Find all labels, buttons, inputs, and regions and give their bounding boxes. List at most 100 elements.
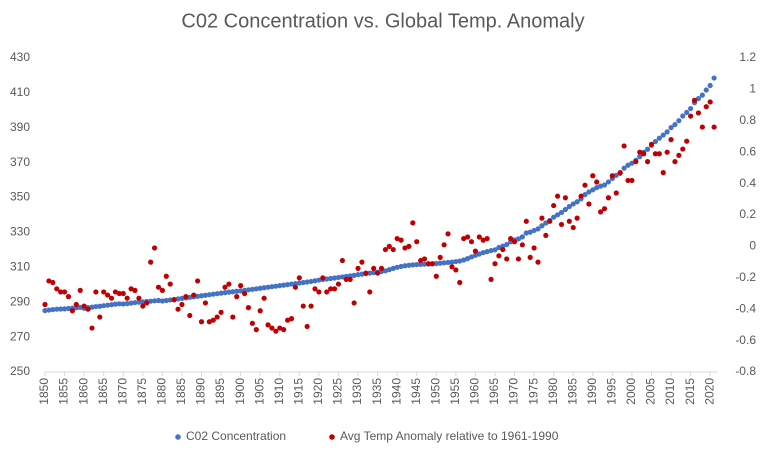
point bbox=[554, 212, 561, 218]
point bbox=[515, 236, 522, 242]
point bbox=[684, 138, 690, 144]
point bbox=[257, 308, 263, 314]
point bbox=[175, 306, 181, 312]
point bbox=[198, 293, 205, 299]
point bbox=[249, 286, 255, 292]
point bbox=[421, 256, 428, 262]
point bbox=[688, 105, 694, 112]
point bbox=[703, 87, 709, 93]
point bbox=[124, 295, 130, 301]
point bbox=[425, 261, 432, 267]
point bbox=[598, 183, 604, 189]
point bbox=[621, 165, 627, 171]
y2-tick-label: 0.2 bbox=[739, 207, 756, 221]
point bbox=[445, 259, 451, 266]
point bbox=[402, 263, 408, 269]
x-tick-label: 1990 bbox=[585, 378, 599, 405]
point bbox=[511, 239, 518, 245]
y2-tick-label: -0.6 bbox=[735, 333, 756, 347]
point bbox=[570, 201, 576, 207]
point bbox=[515, 256, 522, 262]
point bbox=[488, 247, 494, 254]
point bbox=[61, 306, 68, 312]
point bbox=[324, 276, 330, 282]
x-tick-label: 1935 bbox=[370, 378, 384, 405]
point bbox=[363, 270, 369, 276]
y2-tick-label: -0.8 bbox=[735, 364, 756, 378]
point bbox=[179, 301, 185, 308]
point bbox=[464, 256, 471, 262]
point bbox=[656, 135, 662, 141]
point bbox=[648, 141, 655, 147]
y2-tick-label: 1.2 bbox=[739, 50, 756, 64]
point bbox=[69, 308, 75, 314]
point bbox=[128, 300, 134, 306]
x-tick-label: 1965 bbox=[487, 378, 501, 405]
point bbox=[539, 215, 545, 221]
y-tick-label: 350 bbox=[10, 190, 30, 204]
point bbox=[167, 297, 173, 303]
point bbox=[390, 246, 396, 253]
point bbox=[140, 299, 146, 305]
point bbox=[418, 257, 424, 264]
point bbox=[382, 246, 389, 253]
point bbox=[304, 323, 310, 330]
point bbox=[148, 298, 154, 304]
point bbox=[105, 292, 111, 298]
point bbox=[625, 177, 631, 184]
point bbox=[414, 261, 420, 268]
point bbox=[711, 75, 717, 81]
point bbox=[85, 306, 91, 312]
point bbox=[543, 232, 549, 239]
point bbox=[277, 325, 283, 331]
x-tick-label: 1930 bbox=[350, 378, 364, 405]
point bbox=[191, 292, 197, 298]
point bbox=[73, 301, 79, 308]
point bbox=[488, 276, 494, 282]
point bbox=[652, 151, 658, 157]
point bbox=[429, 261, 435, 267]
x-tick-label: 1945 bbox=[409, 378, 423, 405]
point bbox=[453, 267, 459, 273]
y-tick-label: 410 bbox=[10, 85, 30, 99]
point bbox=[198, 319, 205, 325]
point bbox=[187, 312, 193, 319]
point bbox=[406, 243, 412, 249]
x-tick-label: 1920 bbox=[311, 378, 325, 405]
point bbox=[461, 235, 467, 242]
point bbox=[151, 245, 158, 251]
point bbox=[245, 305, 252, 311]
point bbox=[159, 298, 165, 304]
point bbox=[269, 284, 275, 290]
point bbox=[124, 301, 130, 307]
point bbox=[296, 280, 302, 286]
point bbox=[703, 104, 709, 110]
point bbox=[300, 303, 306, 309]
point bbox=[476, 251, 482, 257]
point bbox=[257, 285, 263, 291]
point bbox=[296, 275, 302, 281]
point bbox=[273, 283, 279, 289]
y-tick-label: 270 bbox=[10, 329, 30, 343]
point bbox=[120, 301, 126, 307]
x-tick-label: 2000 bbox=[624, 378, 638, 405]
point bbox=[676, 118, 682, 124]
point bbox=[77, 287, 83, 293]
point bbox=[492, 247, 498, 253]
x-tick-label: 1970 bbox=[507, 378, 521, 405]
point bbox=[218, 290, 224, 296]
point bbox=[374, 270, 381, 276]
point bbox=[551, 202, 557, 209]
point bbox=[433, 260, 439, 267]
point bbox=[335, 281, 342, 287]
point bbox=[695, 110, 702, 116]
point bbox=[551, 214, 557, 220]
point bbox=[676, 152, 682, 158]
point bbox=[535, 226, 541, 232]
point bbox=[187, 294, 193, 300]
point bbox=[554, 193, 561, 199]
point bbox=[288, 316, 295, 322]
point bbox=[421, 261, 428, 267]
point bbox=[159, 287, 165, 293]
point bbox=[570, 224, 576, 231]
